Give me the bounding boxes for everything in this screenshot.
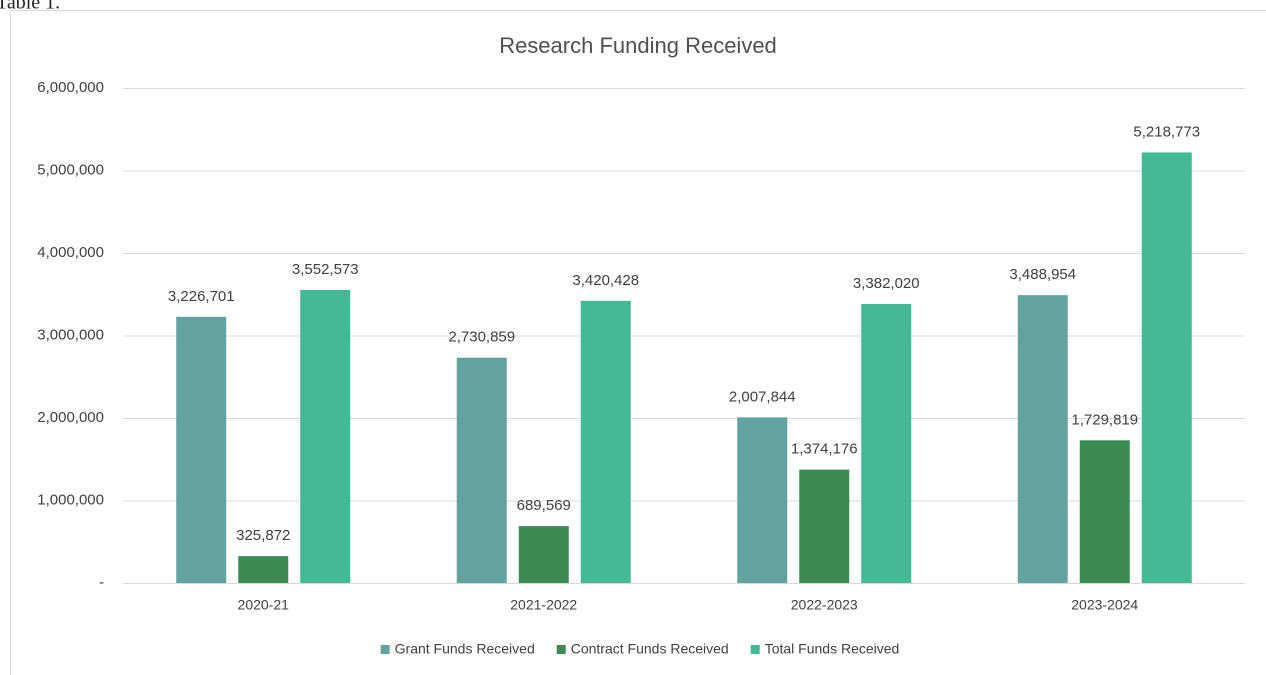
y-tick-label: 3,000,000 bbox=[37, 326, 104, 343]
legend-swatch bbox=[380, 645, 390, 654]
legend-swatch bbox=[556, 645, 566, 654]
legend-label: Grant Funds Received bbox=[395, 641, 535, 657]
data-label: 3,488,954 bbox=[1009, 266, 1076, 283]
legend-label: Total Funds Received bbox=[765, 641, 900, 657]
x-tick-label: 2023-2024 bbox=[1071, 597, 1138, 613]
data-label: 2,730,859 bbox=[448, 329, 515, 346]
bar bbox=[456, 357, 507, 583]
data-label: 325,872 bbox=[236, 527, 290, 544]
data-label: 1,729,819 bbox=[1071, 411, 1138, 428]
y-tick-label: 4,000,000 bbox=[37, 244, 104, 261]
data-label: 689,569 bbox=[517, 497, 571, 514]
bar bbox=[861, 303, 912, 583]
bar bbox=[518, 526, 569, 583]
data-label: 5,218,773 bbox=[1133, 123, 1200, 140]
y-tick-label: 1,000,000 bbox=[37, 491, 104, 508]
data-label: 2,007,844 bbox=[729, 388, 796, 405]
chart-title: Research Funding Received bbox=[499, 33, 777, 58]
x-tick-label: 2020-21 bbox=[238, 597, 290, 613]
legend-swatch bbox=[750, 645, 760, 654]
bar bbox=[238, 556, 289, 583]
bar bbox=[799, 469, 850, 583]
chart-frame bbox=[10, 10, 1266, 675]
y-tick-label: - bbox=[99, 574, 104, 591]
bar bbox=[1017, 295, 1068, 583]
caption: Table 1. bbox=[0, 0, 60, 14]
data-label: 3,420,428 bbox=[572, 272, 639, 289]
y-tick-label: 5,000,000 bbox=[37, 161, 104, 178]
data-label: 3,382,020 bbox=[853, 275, 920, 292]
data-label: 3,226,701 bbox=[168, 288, 235, 305]
x-tick-label: 2022-2023 bbox=[791, 597, 858, 613]
y-tick-label: 2,000,000 bbox=[37, 409, 104, 426]
bar bbox=[737, 417, 788, 583]
y-tick-label: 6,000,000 bbox=[37, 79, 104, 96]
bar bbox=[580, 300, 631, 583]
data-label: 1,374,176 bbox=[791, 441, 858, 458]
bar bbox=[300, 289, 351, 583]
bar bbox=[176, 316, 227, 583]
x-tick-label: 2021-2022 bbox=[510, 597, 577, 613]
legend-label: Contract Funds Received bbox=[571, 641, 729, 657]
data-label: 3,552,573 bbox=[292, 261, 359, 278]
bar bbox=[1141, 152, 1192, 583]
bar bbox=[1079, 440, 1130, 583]
